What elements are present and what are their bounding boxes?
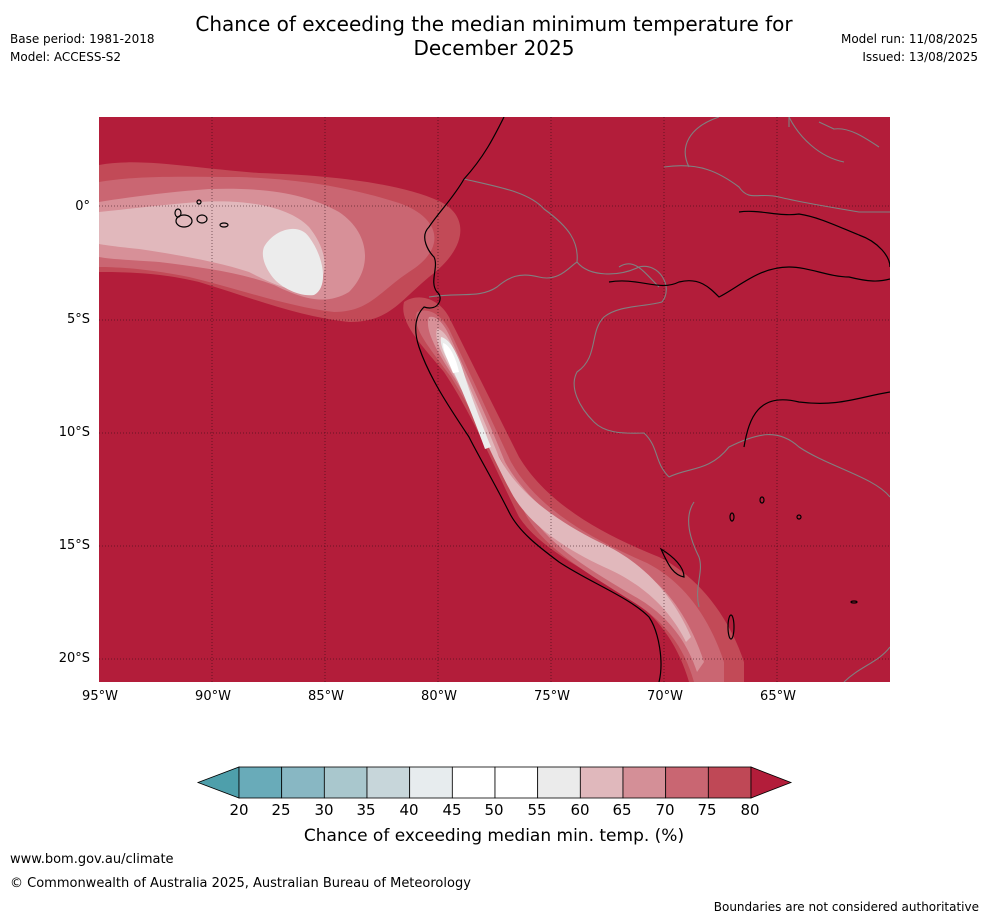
- band-50-55: [443, 343, 459, 373]
- lon-label-90w: 90°W: [195, 689, 231, 704]
- colorbar-tick-40: 40: [399, 801, 419, 819]
- colorbar-cell: [238, 766, 283, 799]
- small-lakes: [727, 496, 858, 640]
- lat-label-20s: 20°S: [58, 651, 90, 666]
- colorbar-cell: [665, 766, 709, 799]
- colorbar-tick-25: 25: [271, 801, 291, 819]
- map-title: Chance of exceeding the median minimum t…: [0, 12, 988, 60]
- lon-label-85w: 85°W: [308, 689, 344, 704]
- colorbar-cell: [622, 766, 667, 799]
- lat-label-15s: 15°S: [58, 538, 90, 553]
- forecast-map: [99, 117, 890, 682]
- colorbar-cell: [451, 766, 496, 799]
- colorbar-cell: [323, 766, 368, 799]
- footer-url: www.bom.gov.au/climate: [10, 852, 174, 867]
- coastal-anomaly-region: [403, 297, 744, 682]
- model-run: Model run: 11/08/2025: [840, 32, 978, 46]
- colorbar-tick-50: 50: [484, 801, 504, 819]
- meta-left: Base period: 1981-2018 Model: ACCESS-S2: [10, 30, 155, 66]
- lon-label-70w: 70°W: [647, 689, 683, 704]
- colorbar-cell: [409, 766, 453, 799]
- colorbar-cell: [366, 766, 411, 799]
- colorbar-cell: [707, 766, 752, 799]
- footer-copyright: © Commonwealth of Australia 2025, Austra…: [10, 876, 471, 891]
- colorbar-cell: [537, 766, 581, 799]
- colorbar-high-extend: [750, 766, 793, 799]
- colorbar-tick-80: 80: [740, 801, 760, 819]
- lon-label-75w: 75°W: [534, 689, 570, 704]
- colorbar-cells: [238, 766, 752, 799]
- footer-disclaimer: Boundaries are not considered authoritat…: [713, 900, 979, 914]
- lon-label-65w: 65°W: [760, 689, 796, 704]
- colorbar-tick-55: 55: [527, 801, 547, 819]
- colorbar-title: Chance of exceeding median min. temp. (%…: [303, 826, 685, 846]
- title-line-1: Chance of exceeding the median minimum t…: [195, 12, 793, 36]
- band-55-60: [262, 228, 324, 296]
- model-name: Model: ACCESS-S2: [10, 50, 122, 64]
- colorbar-tick-45: 45: [442, 801, 462, 819]
- lat-label-0: 0°: [75, 199, 90, 214]
- meta-right: Model run: 11/08/2025 Issued: 13/08/2025: [841, 30, 978, 66]
- title-line-2: December 2025: [413, 36, 575, 60]
- lat-label-5s: 5°S: [66, 312, 90, 327]
- colorbar-cell: [494, 766, 539, 799]
- coastlines: [174, 117, 890, 682]
- colorbar-tick-20: 20: [229, 801, 249, 819]
- colorbar-tick-70: 70: [655, 801, 675, 819]
- colorbar: [196, 766, 793, 799]
- band-60-65: [436, 329, 691, 642]
- issued-date: Issued: 13/08/2025: [862, 50, 978, 64]
- colorbar-cell: [281, 766, 325, 799]
- colorbar-tick-65: 65: [612, 801, 632, 819]
- colorbar-cell: [579, 766, 624, 799]
- galapagos-anomaly-region: [99, 162, 461, 322]
- colorbar-low-extend: [196, 766, 240, 799]
- colorbar-tick-35: 35: [356, 801, 376, 819]
- lon-label-80w: 80°W: [421, 689, 457, 704]
- lon-label-95w: 95°W: [82, 689, 118, 704]
- galapagos-islands: [174, 199, 229, 228]
- colorbar-tick-30: 30: [314, 801, 334, 819]
- colorbar-tick-75: 75: [697, 801, 717, 819]
- base-period: Base period: 1981-2018: [10, 32, 155, 46]
- lake-titicaca: [659, 547, 685, 578]
- lat-label-10s: 10°S: [58, 425, 90, 440]
- graticule: [99, 117, 890, 682]
- colorbar-tick-60: 60: [570, 801, 590, 819]
- country-borders: [428, 117, 890, 682]
